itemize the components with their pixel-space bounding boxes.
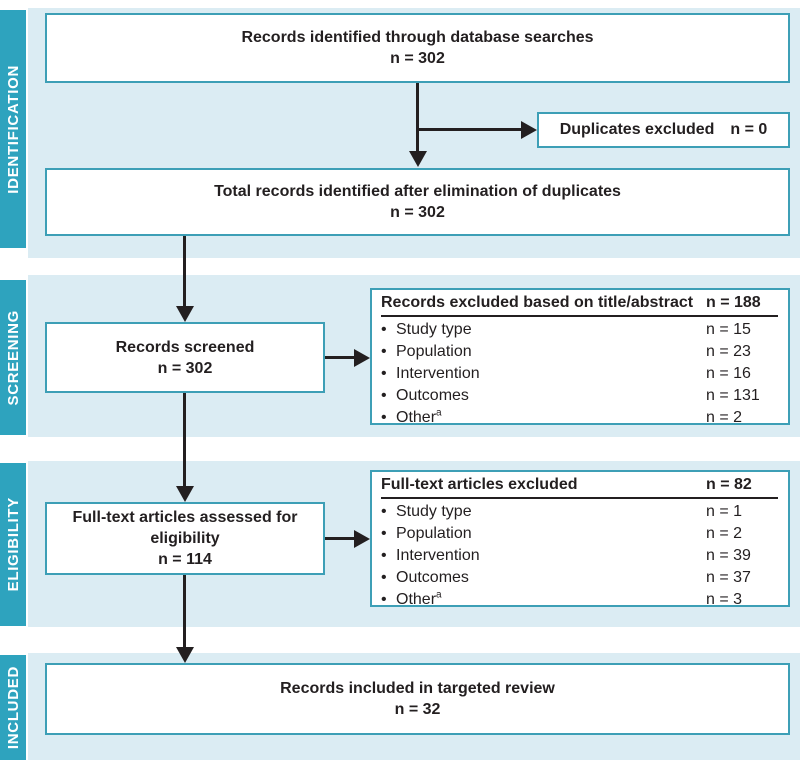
exclusion-item-label: Population [396,525,472,542]
exclusion-item-value: n = 37 [706,569,751,586]
bullet-icon: • [381,365,387,382]
bullet-icon: • [381,547,387,564]
fulltext-exclusions-total: n = 82 [706,476,752,493]
exclusion-item-value: n = 131 [706,387,760,404]
stage-label-text: IDENTIFICATION [4,64,22,194]
arrow-to-fulltext-exclusions-head [354,529,370,548]
exclusion-item-value: n = 2 [706,525,743,542]
screening-exclusions-header: Records excluded based on title/abstract… [381,293,778,317]
bullet-icon: • [381,343,387,360]
exclusion-item-value: n = 16 [706,365,751,382]
exclusion-item-value: n = 2 [706,409,743,426]
arrow-total-to-screened-head [175,306,194,322]
box-fulltext-assessed-title: Full-text articles assessed for eligibil… [72,509,298,547]
arrow-screened-to-fulltext-head [175,486,194,502]
box-fulltext-exclusions: Full-text articles excluded n = 82 • Stu… [370,470,790,608]
stage-label-text: INCLUDED [4,665,22,750]
exclusion-item: • Othera n = 2 [381,407,778,429]
box-screening-exclusions: Records excluded based on title/abstract… [370,288,790,426]
exclusion-item-label: Outcomes [396,387,469,404]
stage-label-text: SCREENING [4,309,22,406]
exclusion-item: • Study type n = 15 [381,319,778,341]
box-records-screened-title: Records screened [115,338,255,356]
box-records-screened: Records screened n = 302 [45,322,325,393]
exclusion-item-label: Intervention [396,547,480,564]
arrow-identified-to-total-head [408,151,427,167]
exclusion-item-label: Intervention [396,365,480,382]
arrow-fulltext-to-included-head [175,647,194,663]
bullet-icon: • [381,525,387,542]
exclusion-item-label: Othera [396,407,442,426]
arrow-to-fulltext-exclusions-line [325,537,354,540]
bullet-icon: • [381,591,387,608]
box-records-included: Records included in targeted review n = … [45,663,790,735]
stage-label-included: INCLUDED [0,655,26,760]
box-total-records: Total records identified after eliminati… [45,168,790,236]
fulltext-exclusions-title: Full-text articles excluded [381,476,578,493]
box-duplicates-excluded: Duplicates excluded n = 0 [537,112,790,148]
arrow-to-duplicates-line [416,128,521,131]
stage-label-eligibility: ELIGIBILITY [0,463,26,626]
exclusion-item-label: Outcomes [396,569,469,586]
box-duplicates-excluded-count: n = 0 [730,121,768,138]
stage-label-identification: IDENTIFICATION [0,10,26,248]
exclusion-item: • Study type n = 1 [381,501,778,523]
screening-exclusions-total: n = 188 [706,294,761,311]
exclusion-item: • Outcomes n = 131 [381,385,778,407]
exclusion-item-label: Study type [396,503,472,520]
bullet-icon: • [381,569,387,586]
box-records-identified: Records identified through database sear… [45,13,790,83]
box-total-records-count: n = 302 [390,204,445,221]
box-duplicates-excluded-label: Duplicates excluded [559,121,715,138]
exclusion-item: • Population n = 2 [381,523,778,545]
exclusion-item: • Population n = 23 [381,341,778,363]
exclusion-item-value: n = 23 [706,343,751,360]
exclusion-item-label: Study type [396,321,472,338]
box-total-records-title: Total records identified after eliminati… [214,183,621,200]
exclusion-item: • Othera n = 3 [381,589,778,611]
exclusion-item-value: n = 39 [706,547,751,564]
box-fulltext-assessed-count: n = 114 [158,551,212,568]
stage-label-screening: SCREENING [0,280,26,435]
exclusion-item: • Intervention n = 39 [381,545,778,567]
arrow-to-screening-exclusions-line [325,356,354,359]
exclusion-item: • Intervention n = 16 [381,363,778,385]
stage-label-text: ELIGIBILITY [4,497,22,592]
bullet-icon: • [381,387,387,404]
exclusion-item-value: n = 1 [706,503,743,520]
screening-exclusions-title: Records excluded based on title/abstract [381,294,694,311]
bullet-icon: • [381,409,387,426]
bullet-icon: • [381,503,387,520]
exclusion-item-value: n = 15 [706,321,751,338]
fulltext-exclusions-header: Full-text articles excluded n = 82 [381,475,778,499]
box-records-identified-count: n = 302 [390,50,445,67]
arrow-to-duplicates-head [521,120,537,139]
box-records-screened-count: n = 302 [157,359,213,377]
arrow-identified-to-total-line [416,83,419,151]
arrow-screened-to-fulltext-line [183,393,186,486]
bullet-icon: • [381,321,387,338]
box-records-identified-title: Records identified through database sear… [241,29,594,46]
box-records-included-count: n = 32 [394,701,441,718]
exclusion-item-label: Othera [396,589,442,608]
exclusion-item-label: Population [396,343,472,360]
exclusion-item: • Outcomes n = 37 [381,567,778,589]
box-records-included-title: Records included in targeted review [280,680,555,697]
exclusion-item-value: n = 3 [706,591,743,608]
arrow-to-screening-exclusions-head [354,348,370,367]
arrow-fulltext-to-included-line [183,575,186,647]
arrow-total-to-screened-line [183,235,186,306]
box-fulltext-assessed: Full-text articles assessed for eligibil… [45,502,325,575]
